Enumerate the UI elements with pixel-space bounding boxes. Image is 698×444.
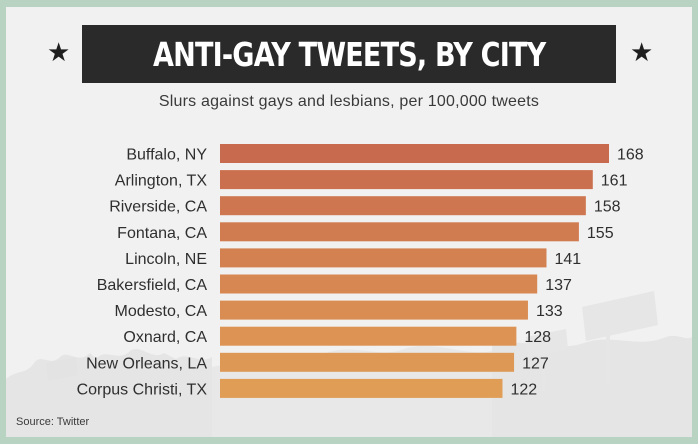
data-label: 133 [536,303,563,320]
data-label: 141 [554,251,581,268]
bar [220,170,593,190]
bar [220,144,609,163]
category-label: Arlington, TX [115,173,208,190]
bar [220,378,503,398]
data-label: 127 [522,355,549,372]
category-label: Riverside, CA [109,199,207,216]
bar [220,274,538,294]
chart-title: ANTI-GAY TWEETS, BY CITY [152,34,546,74]
data-label: 128 [524,329,551,346]
data-label: 158 [594,199,621,216]
bar [220,248,547,268]
category-label: Oxnard, CA [123,329,207,346]
title-bar: ANTI-GAY TWEETS, BY CITY [82,25,616,83]
data-label: 161 [601,173,628,190]
category-label: Modesto, CA [115,303,208,320]
bar-chart: Buffalo, NY 168 Arlington, TX 161 Riverside,… [77,144,644,398]
chart-panel: ANTI-GAY TWEETS, BY CITY ★ ★ Slurs again… [6,7,692,437]
bar [220,326,517,346]
data-label: 155 [587,225,614,242]
category-label: New Orleans, LA [86,355,207,372]
category-label: Lincoln, NE [125,251,207,268]
bar [220,300,528,320]
chart-subtitle: Slurs against gays and lesbians, per 100… [158,93,540,110]
category-label: Bakersfield, CA [97,277,208,294]
category-label: Fontana, CA [117,225,207,242]
source-note: Source: Twitter [16,416,90,428]
category-label: Buffalo, NY [126,147,207,164]
bar [220,352,515,372]
bar [220,196,586,216]
data-label: 122 [510,381,537,398]
data-label: 137 [545,277,572,294]
category-label: Corpus Christi, TX [77,381,208,398]
bar [220,222,579,242]
star-icon: ★ [47,37,71,67]
star-icon: ★ [630,37,654,67]
data-label: 168 [617,147,644,164]
